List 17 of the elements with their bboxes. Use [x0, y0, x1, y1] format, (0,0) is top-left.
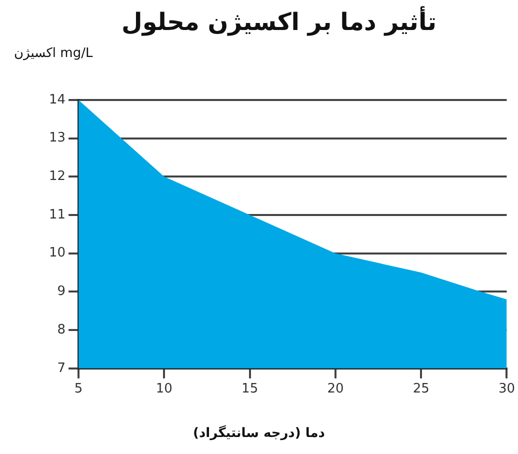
y-tick-label: 7	[57, 360, 66, 376]
x-tick-label: 10	[156, 382, 172, 397]
y-tick-label: 11	[48, 207, 66, 222]
y-tick-label: 10	[48, 246, 66, 261]
y-tick-label: 12	[48, 169, 66, 184]
x-tick-label: 20	[327, 382, 344, 397]
y-tick-label: 14	[48, 92, 66, 108]
y-tick-label: 8	[57, 322, 66, 338]
chart-title: تأثیر دما بر اکسیژن محلول	[120, 8, 438, 36]
x-tick-label: 30	[498, 382, 515, 397]
x-tick-label: 15	[242, 382, 258, 397]
x-axis-title: دما (درجه سانتیگراد)	[192, 426, 326, 441]
y-tick-label: 13	[48, 130, 66, 146]
y-tick-label: 9	[57, 284, 66, 300]
y-axis-title: اکسیژن mg/L	[14, 46, 93, 61]
x-tick-label: 25	[412, 382, 430, 397]
x-tick-label: 5	[74, 382, 83, 397]
